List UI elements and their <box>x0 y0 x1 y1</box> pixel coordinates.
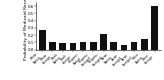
Bar <box>70 43 76 50</box>
Bar <box>110 42 117 50</box>
Bar <box>100 34 107 50</box>
Bar <box>121 44 127 50</box>
Bar <box>151 6 158 50</box>
Bar <box>59 43 66 50</box>
Bar <box>80 42 86 50</box>
Bar <box>90 42 97 50</box>
Bar <box>39 30 46 50</box>
Bar <box>49 42 56 50</box>
Bar <box>141 39 148 50</box>
Y-axis label: Probability of Medicaid Receipt: Probability of Medicaid Receipt <box>24 0 28 60</box>
Bar <box>131 42 137 50</box>
